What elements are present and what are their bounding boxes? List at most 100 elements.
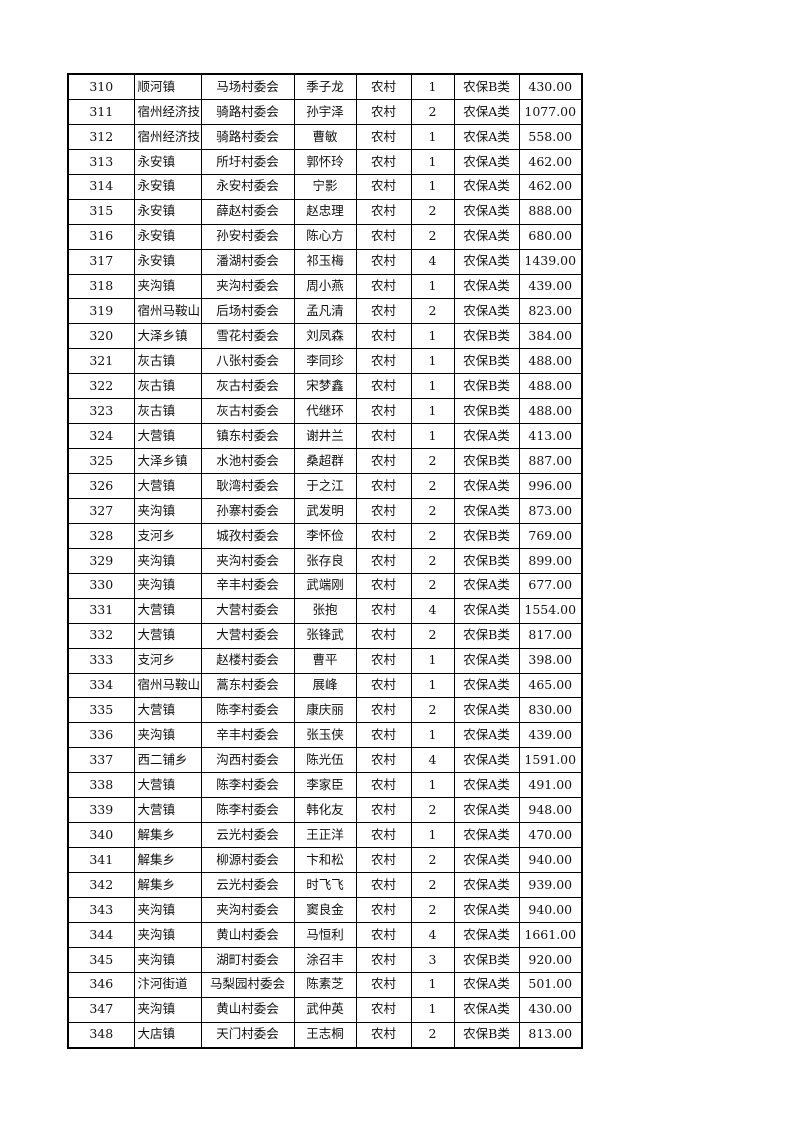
village-committee-cell: 骑路村委会 [200,98,295,125]
insurance-category-cell: 农保B类 [453,1021,520,1049]
table-row: 340 解集乡 云光村委会 王正洋 农村 1 农保A类 470.00 [67,822,583,849]
member-count-cell: 2 [410,473,455,499]
name-cell: 时飞飞 [293,872,357,898]
member-count-cell: 2 [410,797,455,824]
insurance-category-cell: 农保B类 [453,323,520,350]
insurance-category-cell: 农保A类 [453,722,520,749]
row-number-cell: 341 [67,847,135,873]
member-count-cell: 1 [410,123,455,150]
row-number-cell: 313 [67,148,135,175]
name-cell: 宁影 [293,173,357,200]
town-cell: 夹沟镇 [133,572,202,599]
member-count-cell: 1 [410,672,455,699]
name-cell: 陈素芝 [293,971,357,998]
member-count-cell: 1 [410,323,455,350]
row-number-cell: 319 [67,298,135,325]
member-count-cell: 2 [410,98,455,125]
member-count-cell: 1 [410,398,455,425]
name-cell: 武端刚 [293,572,357,599]
insurance-category-cell: 农保B类 [453,522,520,549]
town-cell: 大营镇 [133,622,202,649]
table-row: 331 大营镇 大营村委会 张抱 农村 4 农保A类 1554.00 [67,597,583,624]
row-number-cell: 323 [67,398,135,425]
table-row: 338 大营镇 陈李村委会 李家臣 农村 1 农保A类 491.00 [67,772,583,799]
household-type-cell: 农村 [355,797,412,824]
row-number-cell: 311 [67,98,135,125]
member-count-cell: 4 [410,597,455,624]
insurance-category-cell: 农保B类 [453,373,520,400]
insurance-category-cell: 农保A类 [453,747,520,774]
member-count-cell: 1 [410,822,455,849]
town-cell: 大泽乡镇 [133,323,202,350]
insurance-category-cell: 农保A类 [453,423,520,450]
town-cell: 永安镇 [133,198,202,225]
town-cell: 夹沟镇 [133,921,202,948]
town-cell: 解集乡 [133,822,202,849]
member-count-cell: 1 [410,996,455,1023]
name-cell: 马恒利 [293,921,357,948]
household-type-cell: 农村 [355,946,412,973]
insurance-category-cell: 农保A类 [453,672,520,699]
village-committee-cell: 潘湖村委会 [200,248,295,275]
member-count-cell: 4 [410,747,455,774]
row-number-cell: 337 [67,747,135,774]
household-type-cell: 农村 [355,747,412,774]
amount-cell: 873.00 [518,497,583,524]
amount-cell: 677.00 [518,572,583,599]
village-committee-cell: 湖町村委会 [200,946,295,973]
insurance-category-cell: 农保B类 [453,348,520,375]
household-type-cell: 农村 [355,996,412,1023]
town-cell: 支河乡 [133,647,202,674]
member-count-cell: 2 [410,697,455,724]
town-cell: 宿州经济技 [133,123,202,150]
town-cell: 顺河镇 [133,73,202,100]
row-number-cell: 348 [67,1021,135,1049]
town-cell: 永安镇 [133,173,202,200]
row-number-cell: 329 [67,547,135,574]
village-committee-cell: 后场村委会 [200,298,295,325]
row-number-cell: 340 [67,822,135,849]
village-committee-cell: 灰古村委会 [200,373,295,400]
row-number-cell: 316 [67,223,135,250]
name-cell: 张抱 [293,597,357,624]
member-count-cell: 4 [410,248,455,275]
row-number-cell: 334 [67,672,135,699]
name-cell: 于之江 [293,473,357,499]
town-cell: 夹沟镇 [133,497,202,524]
member-count-cell: 1 [410,173,455,200]
village-committee-cell: 云光村委会 [200,822,295,849]
town-cell: 大营镇 [133,597,202,624]
town-cell: 大店镇 [133,1021,202,1049]
table-row: 316 永安镇 孙安村委会 陈心方 农村 2 农保A类 680.00 [67,223,583,250]
table-row: 337 西二铺乡 沟西村委会 陈光伍 农村 4 农保A类 1591.00 [67,747,583,774]
row-number-cell: 310 [67,73,135,100]
name-cell: 李同珍 [293,348,357,375]
insurance-category-cell: 农保A类 [453,797,520,824]
town-cell: 夹沟镇 [133,896,202,923]
household-type-cell: 农村 [355,398,412,425]
town-cell: 大泽乡镇 [133,448,202,474]
member-count-cell: 2 [410,622,455,649]
insurance-category-cell: 农保A类 [453,473,520,499]
town-cell: 夹沟镇 [133,722,202,749]
insurance-category-cell: 农保A类 [453,921,520,948]
village-committee-cell: 所圩村委会 [200,148,295,175]
insurance-category-cell: 农保A类 [453,872,520,898]
village-committee-cell: 薛赵村委会 [200,198,295,225]
household-type-cell: 农村 [355,872,412,898]
town-cell: 大营镇 [133,423,202,450]
member-count-cell: 2 [410,448,455,474]
row-number-cell: 324 [67,423,135,450]
amount-cell: 940.00 [518,896,583,923]
amount-cell: 430.00 [518,996,583,1023]
amount-cell: 817.00 [518,622,583,649]
table-row: 322 灰古镇 灰古村委会 宋梦鑫 农村 1 农保B类 488.00 [67,373,583,400]
name-cell: 孙宇泽 [293,98,357,125]
amount-cell: 1077.00 [518,98,583,125]
household-type-cell: 农村 [355,448,412,474]
table-body: 310 顺河镇 马场村委会 季子龙 农村 1 农保B类 430.00 311 宿州经济技 骑路村委会… [67,73,583,1049]
name-cell: 武发明 [293,497,357,524]
insurance-category-cell: 农保A类 [453,273,520,300]
amount-cell: 823.00 [518,298,583,325]
table-row: 347 夹沟镇 黄山村委会 武仲英 农村 1 农保A类 430.00 [67,996,583,1023]
